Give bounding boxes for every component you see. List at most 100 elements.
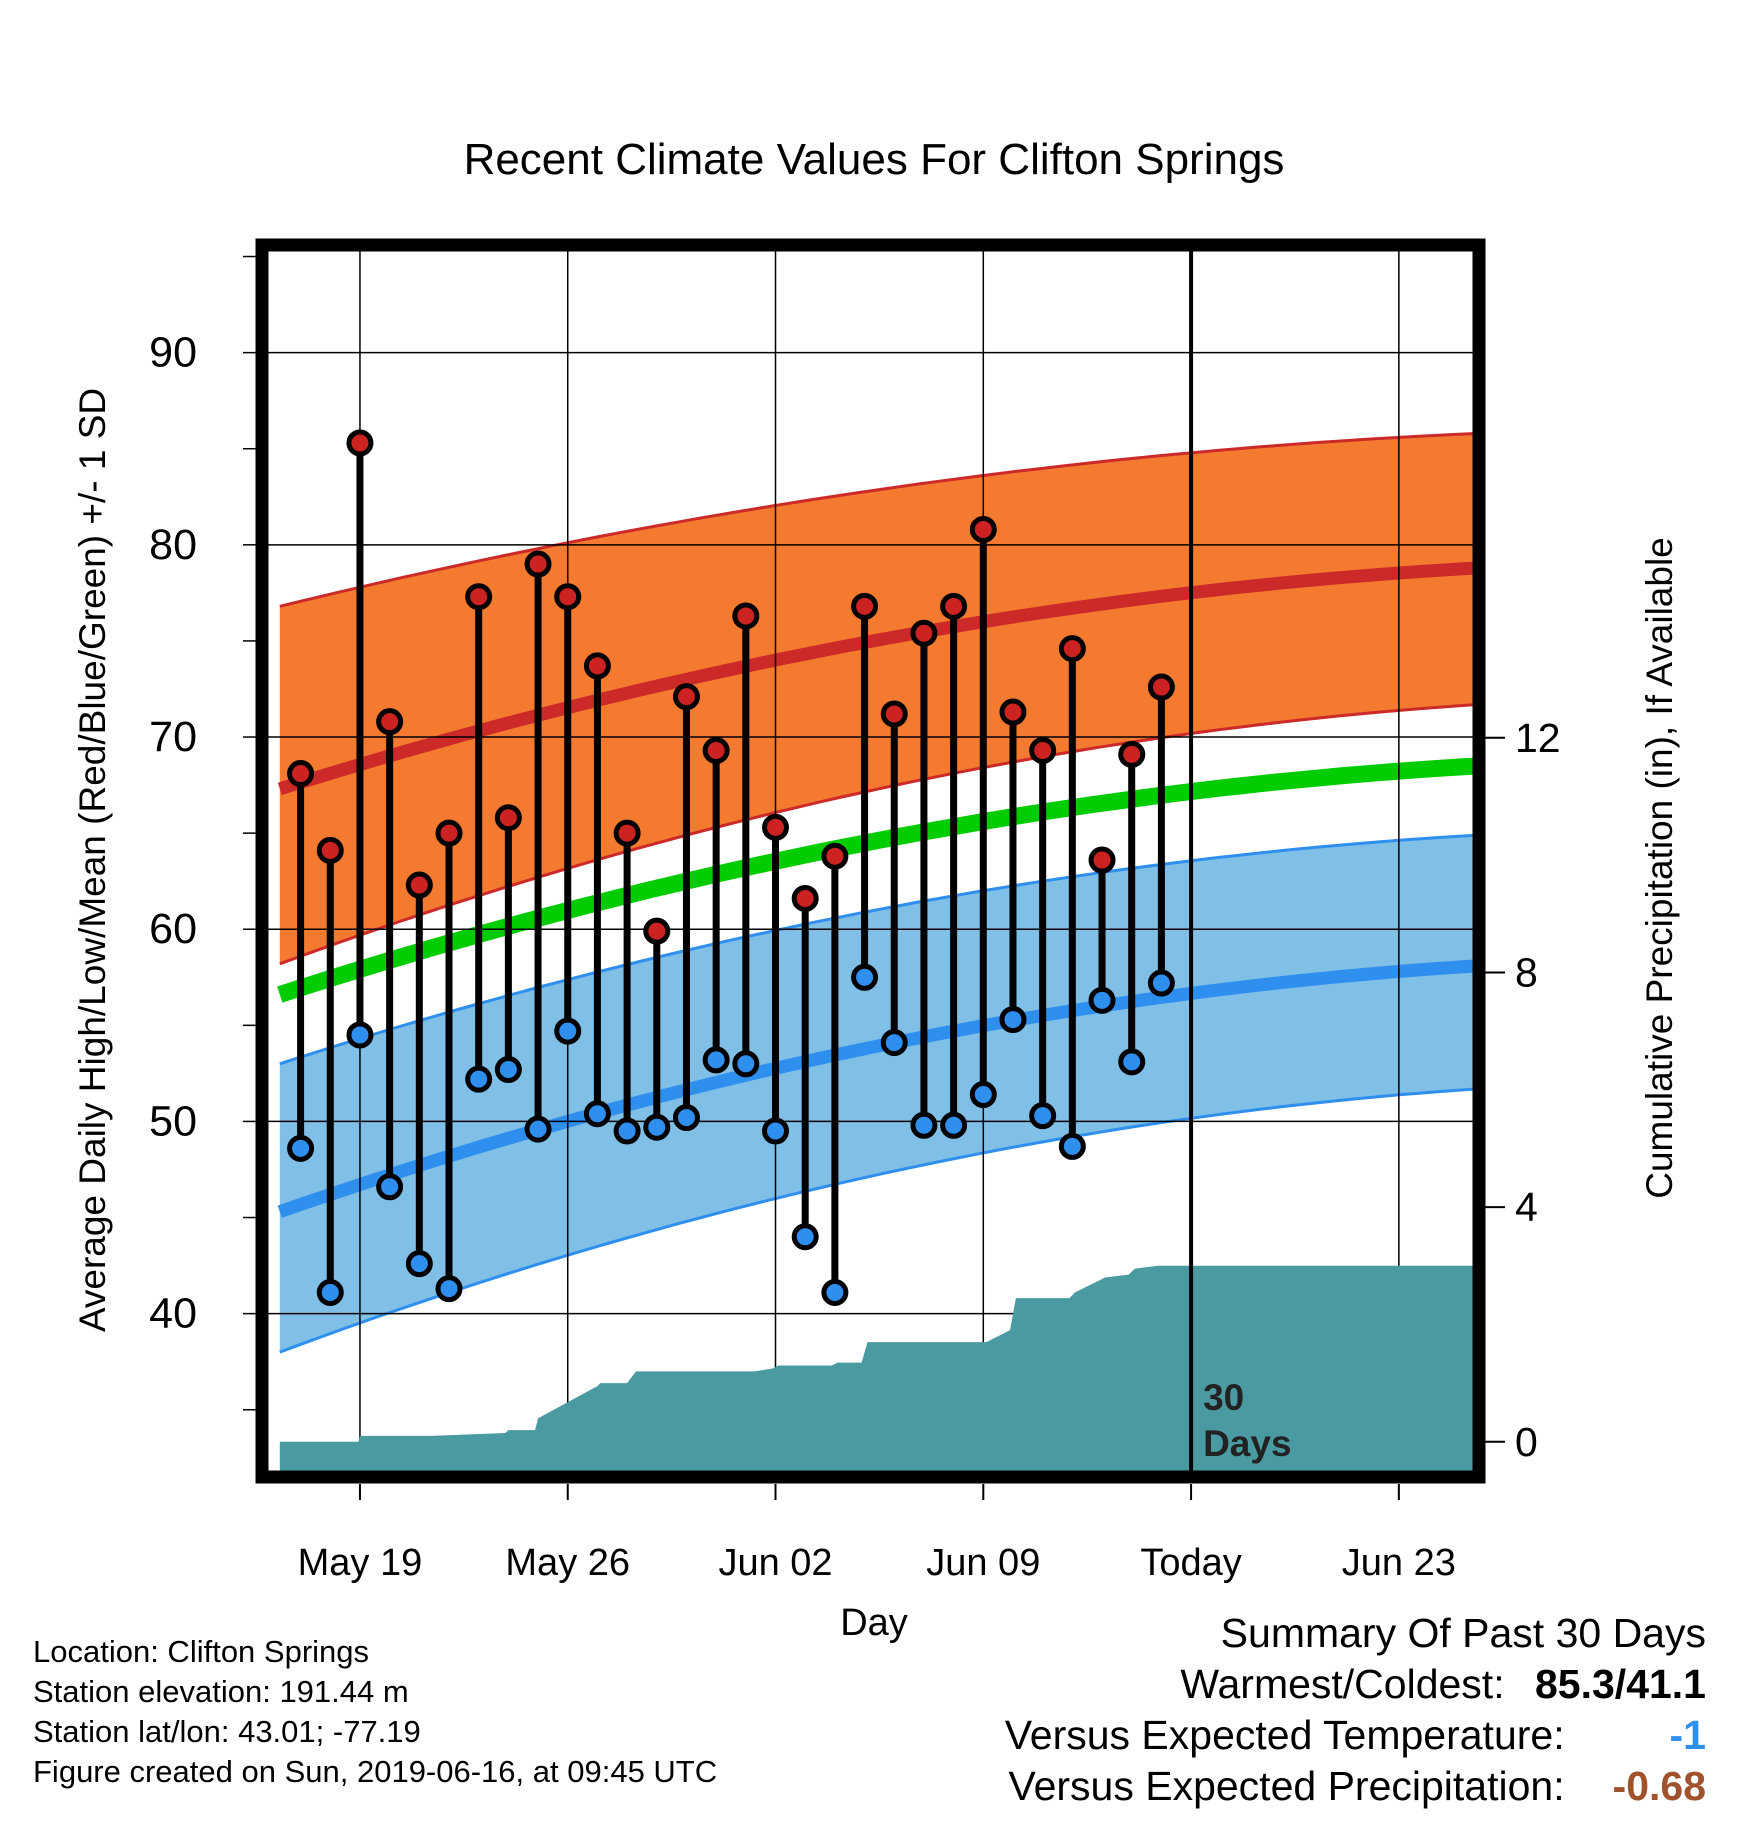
y-axis-label: Average Daily High/Low/Mean (Red/Blue/Gr…: [72, 388, 113, 1332]
high-point: [910, 619, 938, 647]
station-location: Location: Clifton Springs: [33, 1634, 370, 1669]
y2-tick-label: 12: [1515, 715, 1561, 761]
x-tick-label: Jun 09: [926, 1542, 1040, 1584]
y2-tick-label: 8: [1515, 949, 1538, 995]
y-tick-label: 80: [149, 521, 197, 569]
low-point: [791, 1223, 819, 1251]
y-tick-label: 70: [149, 713, 197, 761]
high-point: [762, 813, 790, 841]
low-point: [643, 1113, 671, 1141]
temp-label: Versus Expected Temperature:: [1004, 1712, 1565, 1758]
y2-tick-label: 4: [1515, 1184, 1538, 1230]
station-latlon: Station lat/lon: 43.01; -77.19: [33, 1714, 421, 1749]
today-annotation-word: 30: [1203, 1377, 1244, 1418]
warm-cold-label: Warmest/Coldest:: [1180, 1661, 1505, 1707]
low-point: [999, 1006, 1027, 1034]
low-point: [554, 1017, 582, 1045]
low-point: [969, 1081, 997, 1109]
x-axis-label: Day: [840, 1602, 908, 1644]
y2-tick-label: 0: [1515, 1419, 1538, 1465]
high-point: [554, 583, 582, 611]
low-sd-lower-edge: [279, 1087, 1479, 1354]
axes: 40 50 60 70 80 90 0 4 8 12 May 19 May 26 Jun 02 Jun 0…: [149, 238, 1561, 1584]
high-point: [1058, 635, 1086, 663]
summary-title: Summary Of Past 30 Days: [1220, 1610, 1706, 1656]
y-tick-label: 50: [149, 1097, 197, 1145]
y-tick-label: 40: [149, 1290, 197, 1338]
low-point: [435, 1275, 463, 1303]
low-point: [1147, 969, 1175, 997]
high-point: [643, 917, 671, 945]
low-point: [1029, 1102, 1057, 1130]
low-point: [287, 1134, 315, 1162]
summary-warm-cold: Warmest/Coldest: 85.3/41.1: [1005, 1659, 1706, 1710]
low-point: [583, 1100, 611, 1128]
high-point: [969, 515, 997, 543]
high-point: [435, 819, 463, 847]
low-point: [940, 1111, 968, 1139]
high-point: [583, 652, 611, 680]
high-point: [405, 871, 433, 899]
summary-temp: Versus Expected Temperature: -1: [1005, 1710, 1706, 1761]
chart-title: Recent Climate Values For Clifton Spring…: [464, 135, 1285, 184]
precip-area: [279, 1265, 1479, 1477]
high-point: [791, 884, 819, 912]
y2-axis-label: Cumulative Precipitation (in), If Availa…: [1639, 537, 1680, 1199]
high-point: [851, 592, 879, 620]
high-point: [672, 683, 700, 711]
low-point: [1058, 1132, 1086, 1160]
high-point: [1088, 846, 1116, 874]
low-point: [494, 1056, 522, 1084]
y-tick-label: 60: [149, 905, 197, 953]
low-point: [880, 1029, 908, 1057]
low-point: [851, 963, 879, 991]
high-point: [732, 602, 760, 630]
low-point: [1118, 1048, 1146, 1076]
summary-precip: Versus Expected Precipitation: -0.68: [1005, 1761, 1707, 1812]
low-point: [465, 1065, 493, 1093]
low-sd-band: [279, 835, 1479, 1353]
summary-panel: Summary Of Past 30 Days Warmest/Coldest:…: [1005, 1608, 1706, 1812]
high-point: [524, 550, 552, 578]
station-elevation: Station elevation: 191.44 m: [33, 1674, 409, 1709]
high-point: [999, 698, 1027, 726]
high-point: [1118, 740, 1146, 768]
low-point: [346, 1021, 374, 1049]
precip-label: Versus Expected Precipitation:: [1008, 1763, 1565, 1809]
low-point: [672, 1104, 700, 1132]
low-point: [732, 1050, 760, 1078]
low-point: [524, 1115, 552, 1143]
warm-cold-value: 85.3/41.1: [1535, 1661, 1706, 1707]
high-point: [376, 708, 404, 736]
high-point: [613, 819, 641, 847]
high-point: [287, 760, 315, 788]
low-point: [910, 1111, 938, 1139]
high-point: [494, 804, 522, 832]
low-point: [405, 1250, 433, 1278]
x-tick-label: Jun 02: [718, 1542, 832, 1584]
temp-value: -1: [1669, 1712, 1706, 1758]
today-annotation-word: Days: [1203, 1423, 1291, 1464]
plot-area: 30 Days: [262, 245, 1479, 1477]
x-tick-label: May 26: [505, 1542, 630, 1584]
high-point: [346, 429, 374, 457]
high-point: [821, 842, 849, 870]
high-point: [1029, 736, 1057, 764]
high-point: [465, 583, 493, 611]
x-tick-label: Today: [1140, 1542, 1241, 1584]
high-point: [880, 700, 908, 728]
high-point: [702, 736, 730, 764]
low-normal-line: [277, 959, 1479, 1218]
high-sd-upper-edge: [279, 431, 1479, 608]
low-point: [762, 1117, 790, 1145]
high-point: [940, 592, 968, 620]
x-tick-label: May 19: [298, 1542, 423, 1584]
plot-frame: [255, 238, 1486, 1484]
low-point: [702, 1046, 730, 1074]
y-tick-label: 90: [149, 329, 197, 377]
high-point: [1147, 673, 1175, 701]
low-point: [316, 1278, 344, 1306]
precip-value: -0.68: [1612, 1763, 1706, 1809]
x-tick-label: Jun 23: [1342, 1542, 1456, 1584]
